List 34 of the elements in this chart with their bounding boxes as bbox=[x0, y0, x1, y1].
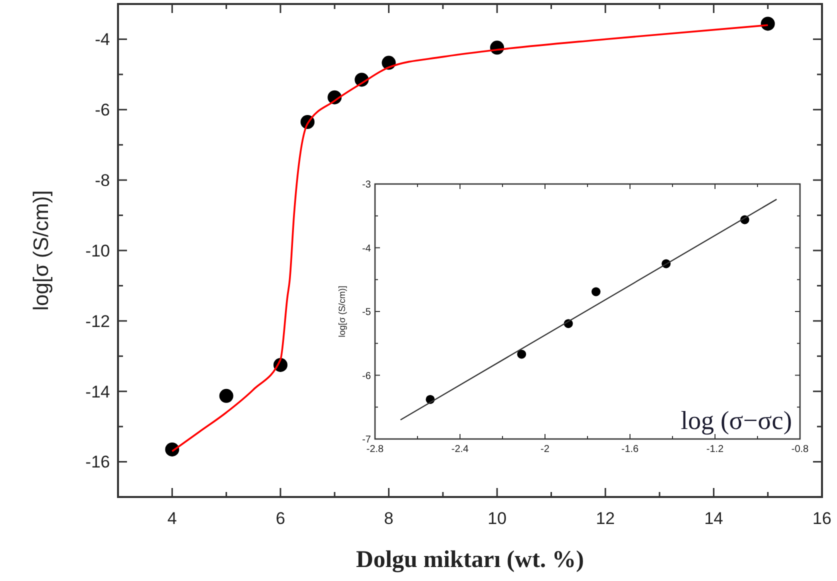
y-tick-label: -10 bbox=[85, 241, 110, 260]
x-tick-label: 12 bbox=[596, 509, 615, 528]
x-tick-label: 14 bbox=[704, 509, 724, 528]
y-tick-label: -8 bbox=[94, 171, 110, 190]
annotation: log (σ−σc) bbox=[680, 406, 792, 435]
point bbox=[592, 287, 600, 296]
y-axis-title: log[σ (S/cm)] bbox=[337, 286, 347, 338]
y-tick-label: -7 bbox=[362, 434, 372, 446]
x-tick-label: -1.6 bbox=[621, 444, 640, 455]
y-axis-title: log[σ (S/cm)] bbox=[30, 190, 53, 311]
point bbox=[760, 16, 775, 31]
y-tick-label: -3 bbox=[362, 180, 372, 190]
y-tick-label: -12 bbox=[85, 312, 110, 331]
y-tick-label: -4 bbox=[362, 243, 372, 254]
y-tick-label: -5 bbox=[362, 307, 372, 318]
y-tick-label: -6 bbox=[362, 370, 372, 382]
x-tick-label: -2.4 bbox=[451, 444, 470, 455]
point bbox=[517, 350, 526, 359]
x-tick-label: -1.2 bbox=[706, 444, 724, 455]
x-tick-label: -2 bbox=[540, 444, 550, 455]
x-tick-label: 4 bbox=[167, 509, 177, 528]
y-tick-label: -14 bbox=[85, 382, 110, 402]
y-tick-label: -16 bbox=[85, 452, 110, 472]
x-axis-title: Dolgu miktarı (wt. %) bbox=[356, 547, 584, 573]
x-tick-label: 10 bbox=[488, 509, 507, 528]
x-tick-label: 16 bbox=[812, 509, 832, 528]
y-tick-label: -4 bbox=[94, 30, 110, 50]
point bbox=[219, 388, 234, 403]
y-tick-label: -6 bbox=[94, 100, 110, 120]
x-tick-label: -0.8 bbox=[791, 444, 810, 455]
point bbox=[165, 442, 180, 456]
x-tick-label: 8 bbox=[384, 509, 394, 528]
x-tick-label: 6 bbox=[276, 509, 286, 528]
x-tick-label: -2.8 bbox=[366, 444, 384, 455]
